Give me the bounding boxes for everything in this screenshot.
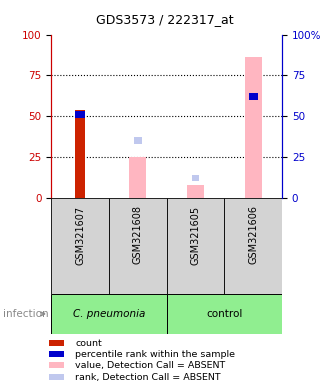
Text: GSM321607: GSM321607 xyxy=(75,205,85,265)
Bar xyxy=(49,362,64,368)
Text: infection: infection xyxy=(3,309,49,319)
Bar xyxy=(187,185,204,198)
Text: GSM321606: GSM321606 xyxy=(248,205,258,265)
Text: count: count xyxy=(75,339,102,348)
Bar xyxy=(129,157,147,198)
Text: control: control xyxy=(206,309,243,319)
Bar xyxy=(49,374,64,380)
Bar xyxy=(109,198,167,294)
Bar xyxy=(248,93,258,100)
Text: GDS3573 / 222317_at: GDS3573 / 222317_at xyxy=(96,13,234,26)
Bar xyxy=(167,294,282,334)
Bar xyxy=(224,198,282,294)
Text: C. pneumonia: C. pneumonia xyxy=(73,309,145,319)
Bar xyxy=(75,110,85,198)
Text: percentile rank within the sample: percentile rank within the sample xyxy=(75,349,235,359)
Bar xyxy=(49,351,64,357)
Bar xyxy=(75,111,85,118)
Bar xyxy=(51,294,167,334)
Bar xyxy=(167,198,224,294)
Text: GSM321605: GSM321605 xyxy=(190,205,201,265)
Bar xyxy=(192,175,199,182)
Text: value, Detection Call = ABSENT: value, Detection Call = ABSENT xyxy=(75,361,225,369)
Bar xyxy=(49,340,64,346)
Bar xyxy=(134,137,142,144)
Text: rank, Detection Call = ABSENT: rank, Detection Call = ABSENT xyxy=(75,372,221,382)
Bar xyxy=(51,198,109,294)
Text: GSM321608: GSM321608 xyxy=(133,205,143,265)
Bar xyxy=(245,58,262,198)
